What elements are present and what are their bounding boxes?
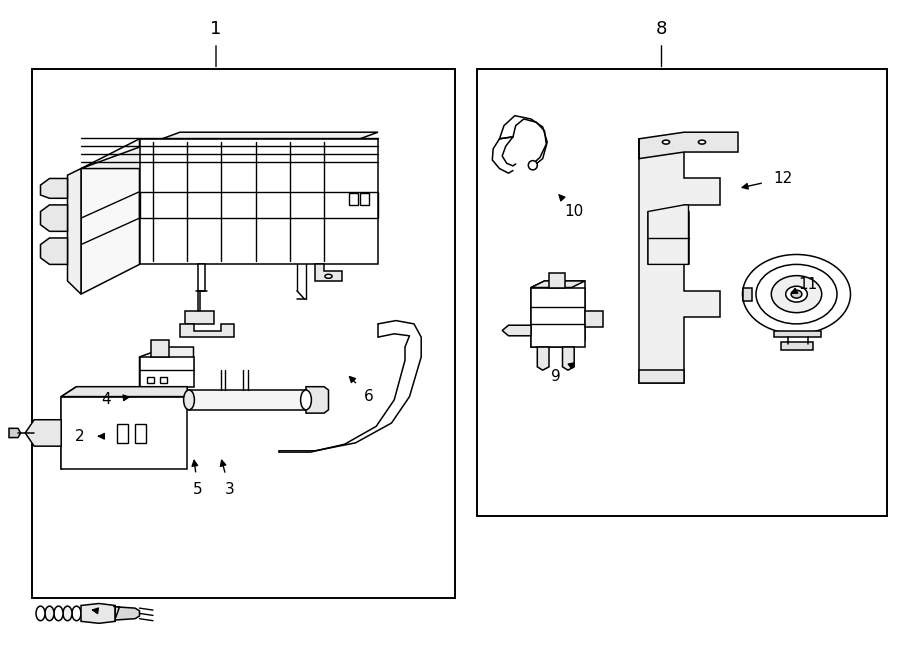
Ellipse shape — [698, 140, 706, 144]
Bar — [477, 69, 886, 516]
Circle shape — [786, 286, 807, 302]
Polygon shape — [562, 347, 574, 370]
Polygon shape — [81, 132, 378, 169]
Ellipse shape — [772, 276, 821, 312]
Polygon shape — [639, 139, 720, 383]
Bar — [117, 424, 128, 443]
Ellipse shape — [45, 606, 54, 621]
Polygon shape — [81, 603, 115, 623]
Polygon shape — [140, 139, 378, 264]
Polygon shape — [742, 288, 752, 301]
Bar — [349, 193, 358, 205]
Bar — [135, 424, 146, 443]
Circle shape — [791, 290, 802, 298]
Bar — [781, 342, 813, 350]
Ellipse shape — [63, 606, 72, 621]
Text: 4: 4 — [102, 393, 111, 407]
Text: 2: 2 — [75, 429, 84, 444]
Polygon shape — [115, 607, 140, 620]
Polygon shape — [315, 264, 342, 281]
Polygon shape — [189, 390, 306, 410]
Polygon shape — [68, 169, 81, 294]
Bar — [147, 377, 154, 383]
Polygon shape — [61, 387, 187, 397]
Text: 10: 10 — [564, 204, 584, 219]
Polygon shape — [184, 311, 214, 324]
Polygon shape — [774, 330, 821, 337]
Bar — [160, 377, 167, 383]
Bar — [140, 357, 194, 387]
Ellipse shape — [36, 606, 45, 621]
Bar — [531, 288, 585, 347]
Polygon shape — [9, 428, 21, 438]
Text: 8: 8 — [656, 20, 667, 38]
Ellipse shape — [54, 606, 63, 621]
Text: 11: 11 — [798, 277, 818, 292]
Ellipse shape — [184, 390, 194, 410]
Polygon shape — [531, 281, 585, 288]
Text: 9: 9 — [552, 369, 561, 384]
Polygon shape — [198, 264, 205, 291]
Bar — [32, 69, 454, 598]
Polygon shape — [537, 347, 549, 370]
Ellipse shape — [301, 390, 311, 410]
Polygon shape — [81, 139, 140, 294]
Polygon shape — [40, 205, 68, 231]
Text: 3: 3 — [225, 482, 234, 496]
Ellipse shape — [528, 161, 537, 170]
Polygon shape — [61, 387, 76, 469]
Text: 7: 7 — [112, 606, 122, 621]
Bar — [585, 311, 603, 327]
Circle shape — [771, 276, 822, 313]
Bar — [140, 192, 378, 218]
Ellipse shape — [72, 606, 81, 621]
Bar — [61, 397, 187, 469]
Polygon shape — [306, 387, 328, 413]
Polygon shape — [25, 420, 61, 446]
Bar — [549, 273, 565, 288]
Bar — [648, 212, 688, 264]
Ellipse shape — [662, 140, 670, 144]
Polygon shape — [639, 132, 738, 159]
Text: 1: 1 — [211, 20, 221, 38]
Bar — [151, 340, 169, 357]
Text: 12: 12 — [773, 171, 793, 186]
Bar — [360, 193, 369, 205]
Polygon shape — [140, 347, 194, 387]
Polygon shape — [40, 238, 68, 264]
Text: 5: 5 — [194, 482, 202, 496]
Polygon shape — [531, 281, 585, 347]
Circle shape — [742, 254, 850, 334]
Polygon shape — [648, 205, 688, 264]
Circle shape — [756, 264, 837, 324]
Polygon shape — [180, 324, 234, 337]
Polygon shape — [40, 178, 68, 198]
Text: 6: 6 — [364, 389, 373, 404]
Polygon shape — [502, 325, 531, 336]
Polygon shape — [639, 370, 684, 383]
Ellipse shape — [325, 274, 332, 278]
